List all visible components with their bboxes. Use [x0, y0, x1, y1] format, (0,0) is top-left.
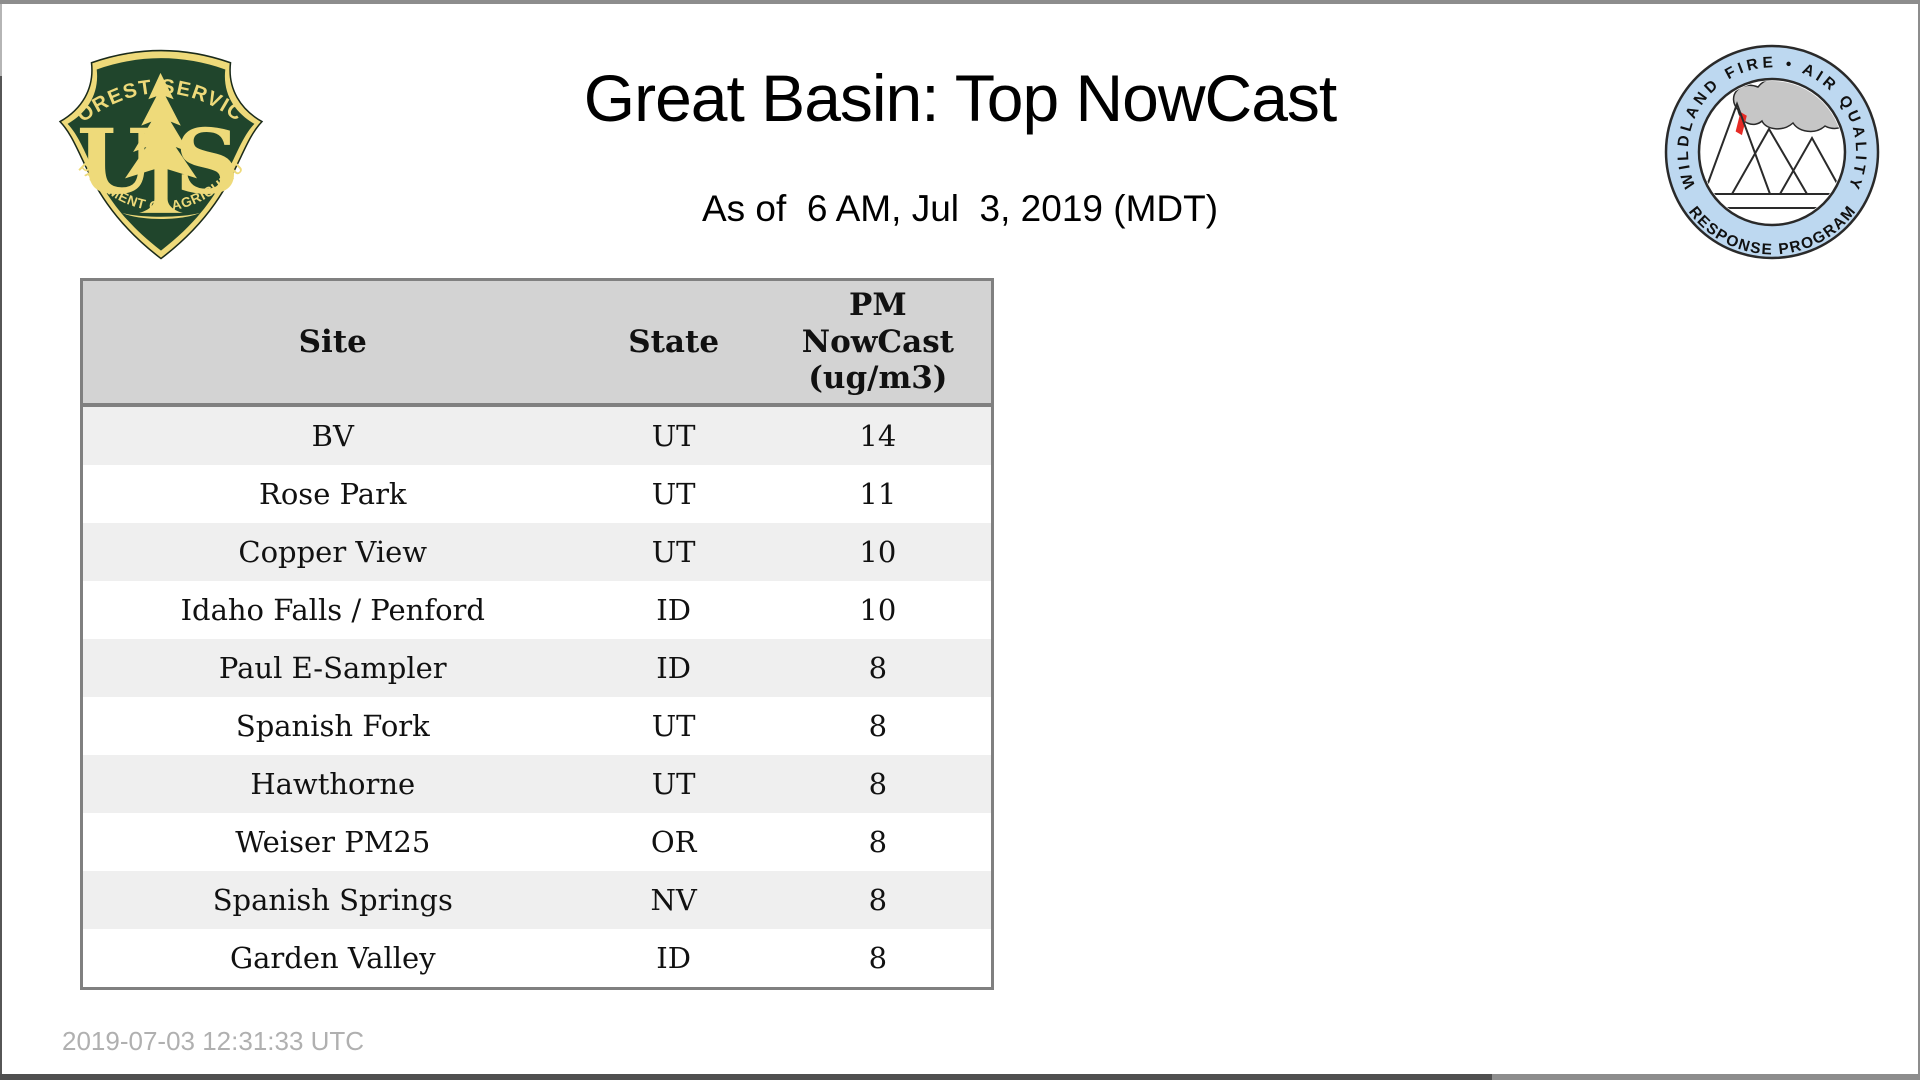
table-row: Hawthorne UT 8 [81, 755, 993, 813]
table-row: Weiser PM25 OR 8 [81, 813, 993, 871]
mountain-right [1779, 135, 1843, 195]
state-cell: UT [651, 709, 696, 743]
mountain-left [1703, 101, 1771, 195]
mountain-middle [1731, 126, 1808, 195]
column-header-site: Site [81, 279, 583, 407]
usfs-tree-base [121, 212, 201, 219]
site-cell: Spanish Springs [212, 883, 453, 917]
window-frame-right [1918, 4, 1920, 1080]
table-row: Idaho Falls / Penford ID 10 [81, 581, 993, 639]
usfs-logo: FOREST SERVICE DEPARTMENT OF AGRICULTURE… [57, 38, 264, 260]
pm-nowcast-cell: 8 [868, 767, 888, 801]
state-cell: UT [651, 535, 696, 569]
window-frame-left-upper [0, 4, 2, 76]
site-cell: BV [311, 419, 354, 453]
window-frame-top [0, 0, 1920, 4]
pm-nowcast-cell: 11 [859, 477, 897, 511]
page-subtitle: As of 6 AM, Jul 3, 2019 (MDT) [701, 188, 1219, 229]
table-header: Site State PM NowCast (ug/m3) [81, 279, 993, 407]
pm-nowcast-cell: 10 [859, 535, 897, 569]
state-cell: ID [656, 593, 691, 627]
nowcast-table: Site State PM NowCast (ug/m3) BV UT 14 Rose… [80, 278, 994, 990]
table-row: BV UT 14 [81, 405, 993, 465]
state-cell: ID [656, 941, 691, 975]
table-row: Spanish Fork UT 8 [81, 697, 993, 755]
site-cell: Weiser PM25 [235, 825, 431, 859]
table-body: BV UT 14 Rose Park UT 11 Copper View UT 10 Idaho … [81, 405, 993, 989]
pm-nowcast-cell: 8 [868, 709, 888, 743]
flame-mark-icon [1735, 112, 1747, 136]
table-row: Paul E-Sampler ID 8 [81, 639, 993, 697]
site-cell: Rose Park [259, 477, 407, 511]
state-cell: NV [650, 883, 697, 917]
page-title: Great Basin: Top NowCast [583, 61, 1337, 135]
usfs-tree-icon [124, 72, 198, 213]
table-row: Spanish Springs NV 8 [81, 871, 993, 929]
state-cell: UT [651, 419, 696, 453]
pm-nowcast-cell: 8 [868, 941, 888, 975]
site-cell: Garden Valley [229, 941, 436, 975]
pm-nowcast-cell: 14 [859, 419, 897, 453]
site-cell: Paul E-Sampler [218, 651, 447, 685]
column-header-state: State [582, 279, 765, 407]
site-cell: Copper View [238, 535, 428, 569]
pm-nowcast-cell: 10 [859, 593, 897, 627]
pm-nowcast-cell: 8 [868, 651, 888, 685]
wfaqrp-logo: WILDLAND FIRE • AIR QUALITY RESPONSE PRO… [1664, 44, 1880, 260]
pm-nowcast-cell: 8 [868, 825, 888, 859]
table-row: Copper View UT 10 [81, 523, 993, 581]
state-cell: UT [651, 477, 696, 511]
window-frame-left-lower [0, 76, 2, 1080]
site-cell: Hawthorne [250, 767, 416, 801]
state-cell: OR [650, 825, 697, 859]
table-row: Rose Park UT 11 [81, 465, 993, 523]
column-header-pm-nowcast: PM NowCast (ug/m3) [764, 279, 993, 407]
window-frame-bottom-right [1492, 1074, 1920, 1080]
site-cell: Idaho Falls / Penford [180, 593, 485, 627]
state-cell: UT [651, 767, 696, 801]
generated-timestamp: 2019-07-03 12:31:33 UTC [62, 1026, 365, 1056]
state-cell: ID [656, 651, 691, 685]
pm-nowcast-cell: 8 [868, 883, 888, 917]
site-cell: Spanish Fork [235, 709, 430, 743]
table-row: Garden Valley ID 8 [81, 929, 993, 989]
window-frame-bottom [0, 1074, 1492, 1080]
